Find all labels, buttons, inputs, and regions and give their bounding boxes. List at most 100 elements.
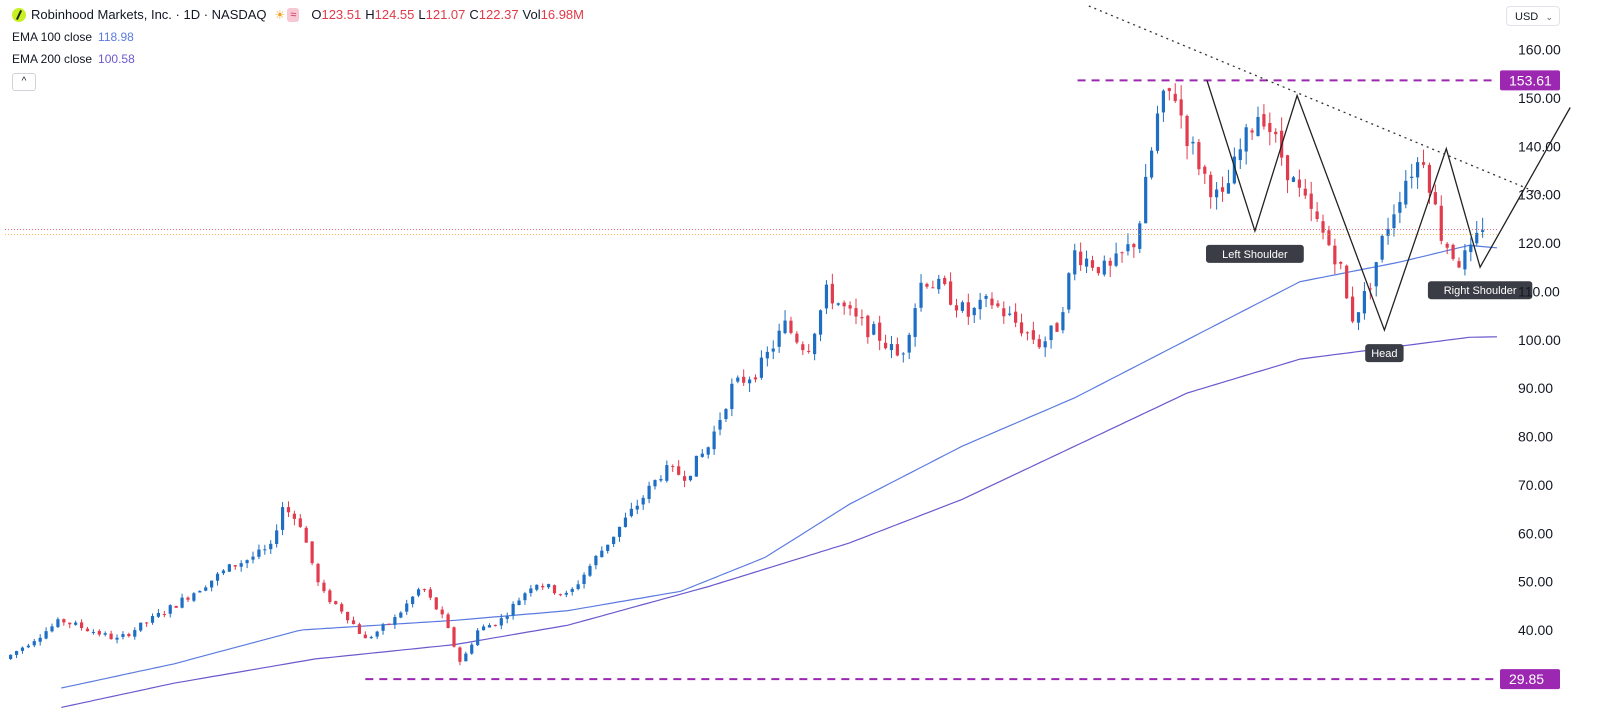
ohlc-open: O123.51 bbox=[311, 7, 362, 22]
candle-body bbox=[990, 298, 994, 306]
candle bbox=[1025, 331, 1030, 341]
ohlc-close: C122.37 bbox=[469, 7, 519, 22]
candle-body bbox=[369, 637, 373, 639]
candle bbox=[233, 564, 237, 570]
candle bbox=[801, 341, 805, 356]
candle-body bbox=[340, 604, 344, 612]
candle-body bbox=[1067, 273, 1071, 310]
candle bbox=[688, 475, 693, 482]
candle-body bbox=[1321, 221, 1325, 233]
candle bbox=[996, 300, 1000, 309]
candle-body bbox=[724, 409, 728, 420]
candle bbox=[428, 586, 432, 601]
candle-body bbox=[1333, 245, 1337, 265]
candle bbox=[1463, 243, 1467, 276]
collapse-legend-button[interactable]: ^ bbox=[12, 73, 36, 91]
candle bbox=[174, 605, 178, 608]
candle-body bbox=[1457, 261, 1461, 268]
candle-body bbox=[1274, 131, 1278, 135]
candle bbox=[665, 460, 669, 483]
candle-body bbox=[1451, 244, 1455, 259]
candle bbox=[866, 314, 870, 344]
pattern-label-text: Head bbox=[1371, 348, 1397, 360]
candle-body bbox=[381, 624, 385, 631]
candle-body bbox=[1008, 313, 1012, 315]
ema-100-legend[interactable]: EMA 100 close 118.98 bbox=[12, 30, 134, 44]
candle bbox=[304, 525, 308, 543]
candle bbox=[742, 369, 746, 386]
candle bbox=[724, 407, 728, 422]
candle bbox=[227, 563, 231, 573]
candle-body bbox=[1291, 177, 1296, 182]
candle-body bbox=[860, 317, 864, 319]
candle bbox=[783, 310, 787, 335]
candle-body bbox=[718, 419, 722, 430]
candle-body bbox=[1469, 244, 1473, 253]
candle bbox=[517, 597, 521, 606]
candle bbox=[452, 626, 456, 648]
candle-body bbox=[807, 350, 811, 352]
candle bbox=[1451, 243, 1455, 261]
candle-body bbox=[1055, 323, 1059, 332]
candle bbox=[62, 618, 66, 626]
candle bbox=[913, 303, 917, 347]
candle-body bbox=[1392, 214, 1396, 229]
candle-body bbox=[1220, 187, 1225, 192]
candle-body bbox=[79, 622, 84, 628]
candle bbox=[363, 631, 367, 639]
candle bbox=[919, 274, 923, 312]
candle-body bbox=[62, 619, 66, 623]
candle bbox=[541, 583, 545, 590]
candle bbox=[446, 612, 450, 629]
candle-body bbox=[1132, 244, 1136, 248]
y-tick-label: 110.00 bbox=[1518, 283, 1560, 299]
candle-body bbox=[481, 626, 486, 631]
candle-body bbox=[115, 637, 119, 640]
candle bbox=[257, 544, 261, 560]
symbol-title[interactable]: Robinhood Markets, Inc. · 1D · NASDAQ bbox=[31, 7, 267, 22]
y-tick-label: 90.00 bbox=[1518, 380, 1553, 396]
candle bbox=[730, 378, 734, 417]
candle-body bbox=[139, 622, 143, 631]
candle bbox=[1469, 237, 1473, 262]
candle bbox=[1144, 163, 1148, 224]
candle bbox=[204, 585, 208, 592]
candle-body bbox=[316, 563, 320, 583]
candle-body bbox=[1238, 149, 1242, 161]
candle bbox=[600, 546, 604, 558]
candle bbox=[1203, 164, 1207, 185]
candle bbox=[966, 293, 970, 325]
candle-body bbox=[1090, 260, 1095, 268]
candle bbox=[1079, 242, 1083, 271]
wave-icon[interactable]: ≈ bbox=[287, 7, 300, 22]
pattern-label-bg bbox=[1427, 281, 1533, 300]
candle-body bbox=[180, 597, 184, 608]
candle bbox=[836, 302, 840, 307]
candle-body bbox=[68, 622, 72, 625]
pattern-label: Left Shoulder bbox=[1206, 244, 1304, 263]
candle bbox=[759, 350, 764, 380]
currency-selector[interactable]: USD ⌄ bbox=[1506, 6, 1560, 26]
sun-icon[interactable]: ☀ bbox=[274, 7, 286, 22]
candle bbox=[493, 624, 497, 627]
candle-body bbox=[541, 585, 545, 588]
candle bbox=[1445, 242, 1449, 255]
candle-body bbox=[1161, 90, 1166, 113]
candle-body bbox=[836, 303, 840, 305]
candle bbox=[747, 376, 752, 392]
candle-body bbox=[245, 560, 249, 564]
candle-body bbox=[937, 278, 941, 290]
ema-200-legend[interactable]: EMA 200 close 100.58 bbox=[12, 52, 135, 66]
candle-body bbox=[954, 305, 959, 311]
candle-body bbox=[239, 563, 243, 567]
candle bbox=[74, 620, 78, 626]
candle bbox=[718, 412, 722, 436]
candle-body bbox=[74, 622, 78, 625]
candle-body bbox=[1386, 228, 1390, 236]
y-tick-label: 120.00 bbox=[1518, 235, 1561, 251]
candle-body bbox=[712, 431, 716, 450]
candle-body bbox=[1014, 311, 1018, 323]
candle-body bbox=[1079, 251, 1083, 266]
candle-body bbox=[1268, 123, 1272, 133]
